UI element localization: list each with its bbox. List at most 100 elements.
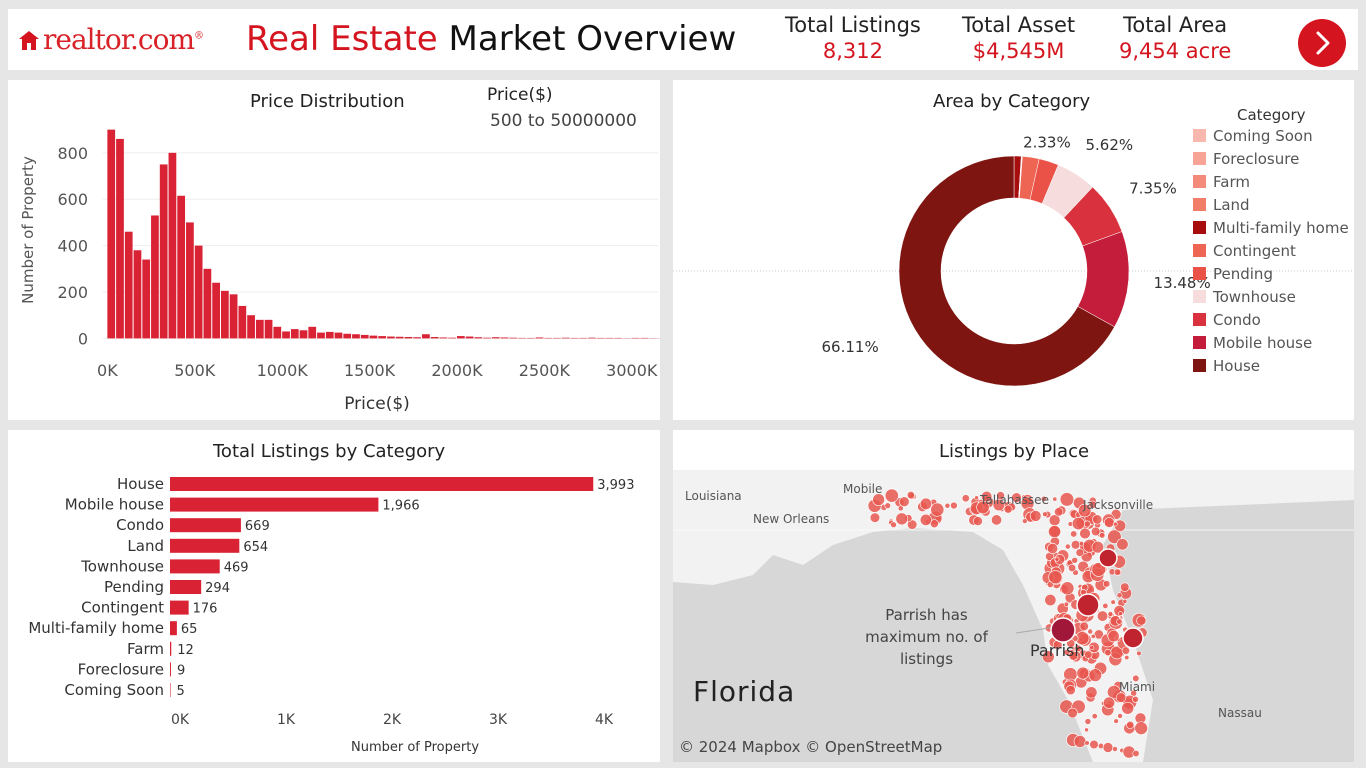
listing-dot[interactable] [1126,720,1135,729]
listing-dot[interactable] [1085,686,1098,699]
histogram-bar[interactable] [500,337,509,339]
histogram-bar[interactable] [229,294,238,339]
histogram-bar[interactable] [535,337,544,339]
city-marker[interactable] [1098,548,1118,568]
listing-dot[interactable] [976,500,990,515]
category-bar[interactable] [170,477,594,491]
histogram-bar[interactable] [352,334,360,339]
listing-dot[interactable] [895,512,909,526]
listing-dot[interactable] [1044,594,1057,607]
legend-item[interactable]: Land [1193,196,1250,214]
listing-dot[interactable] [1052,496,1058,502]
histogram-bar[interactable] [561,337,570,339]
histogram-bar[interactable] [194,245,203,339]
legend-item[interactable]: Mobile house [1193,334,1312,352]
listing-dot[interactable] [907,519,918,530]
listing-dot[interactable] [1102,580,1111,588]
listing-dot[interactable] [1063,601,1069,607]
listing-dot[interactable] [1079,527,1091,540]
histogram-bar[interactable] [168,152,177,339]
listing-dot[interactable] [930,502,945,517]
listing-dot[interactable] [1075,548,1085,557]
listing-dot[interactable] [1103,696,1116,709]
listing-dot[interactable] [1083,520,1091,528]
listing-dot[interactable] [1088,668,1102,682]
listing-dot[interactable] [1079,621,1089,631]
listing-dot[interactable] [1067,707,1078,719]
listing-dot[interactable] [1091,541,1104,554]
listing-dot[interactable] [1104,648,1112,657]
listing-dot[interactable] [1059,492,1075,507]
listing-dot[interactable] [1102,742,1114,753]
realtor-logo[interactable]: realtor.com® [18,23,204,56]
histogram-bar[interactable] [299,330,308,339]
histogram-bar[interactable] [483,337,491,339]
histogram-bar[interactable] [474,337,483,339]
listing-dot[interactable] [872,493,885,506]
histogram-bar[interactable] [124,231,133,339]
histogram-bar[interactable] [378,336,387,339]
histogram-bar[interactable] [107,129,116,339]
histogram-bar[interactable] [220,290,229,339]
listing-dot[interactable] [1116,592,1123,599]
category-bar[interactable] [170,662,171,677]
next-page-button[interactable] [1298,19,1346,67]
listing-dot[interactable] [1068,650,1079,661]
listing-dot[interactable] [1071,556,1079,564]
florida-map[interactable] [673,470,1354,762]
category-bar[interactable] [170,641,172,656]
listing-dot[interactable] [1011,492,1022,503]
listing-dot[interactable] [1122,598,1128,604]
listing-dot[interactable] [1088,500,1097,509]
category-bar[interactable] [170,497,379,512]
listing-dot[interactable] [974,495,979,501]
listing-dot[interactable] [1132,674,1140,683]
listing-dot[interactable] [1089,739,1099,750]
category-bar[interactable] [170,580,202,594]
histogram-bar[interactable] [465,336,474,339]
histogram-bar[interactable] [203,268,212,339]
listing-dot[interactable] [1091,713,1098,720]
listing-dot[interactable] [1107,611,1114,617]
listing-dot[interactable] [906,491,915,500]
category-bar[interactable] [170,538,240,553]
histogram-bar[interactable] [491,337,500,339]
histogram-bar[interactable] [142,259,151,339]
listing-dot[interactable] [973,516,983,527]
histogram-bar[interactable] [133,250,142,339]
listing-dot[interactable] [890,521,897,528]
histogram-bar[interactable] [448,337,456,339]
listing-dot[interactable] [1113,718,1119,724]
listing-dot[interactable] [1136,650,1142,657]
category-bar[interactable] [170,683,171,697]
listing-dot[interactable] [1090,633,1096,639]
listing-dot[interactable] [1064,543,1071,550]
listing-dot[interactable] [1022,518,1028,524]
listing-dot[interactable] [991,514,1003,526]
listing-dot[interactable] [1076,666,1090,680]
listing-dot[interactable] [1073,735,1087,748]
listing-dot[interactable] [1091,562,1106,577]
listing-dot[interactable] [1071,517,1085,531]
listing-dot[interactable] [1003,504,1013,514]
histogram-bar[interactable] [177,195,186,339]
histogram-bar[interactable] [430,337,439,339]
price-filter-value[interactable]: 500 to 50000000 [490,111,637,131]
listing-dot[interactable] [869,512,881,523]
histogram-bar[interactable] [308,326,317,339]
area-donut-chart[interactable]: 2.33% 5.62%7.35%13.48%66.11% [673,80,1354,420]
histogram-bar[interactable] [247,315,255,339]
category-bar[interactable] [170,600,189,615]
listing-dot[interactable] [1121,701,1135,715]
listing-dot[interactable] [1092,514,1103,525]
listing-dot[interactable] [1060,581,1075,596]
listing-dot[interactable] [1103,517,1115,528]
histogram-bar[interactable] [273,326,282,339]
legend-item[interactable]: Condo [1193,311,1261,329]
listing-dot[interactable] [1048,570,1063,585]
histogram-bar[interactable] [317,332,325,339]
histogram-bar[interactable] [509,337,518,339]
listing-dot[interactable] [1112,521,1118,527]
listing-dot[interactable] [884,488,899,503]
histogram-bar[interactable] [395,336,404,339]
